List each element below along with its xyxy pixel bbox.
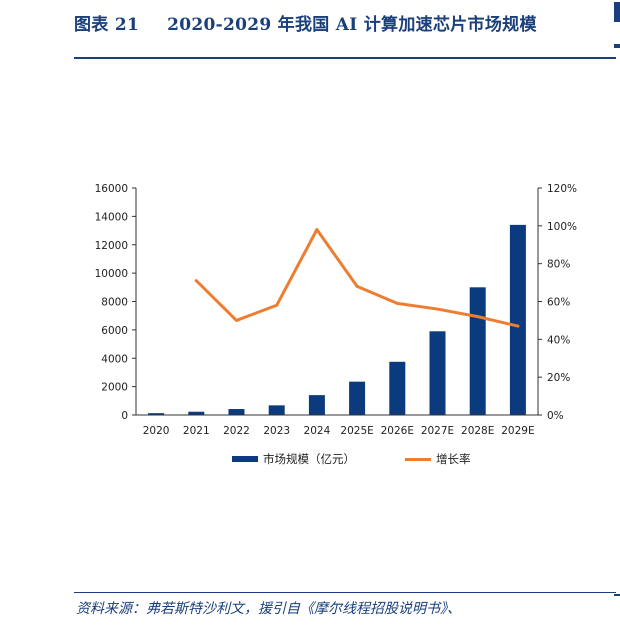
x-axis: 2020 2021 2022 2023 2024 2025E 2026E 2027E 2028E… xyxy=(136,414,538,437)
x-tick-label: 2021 xyxy=(183,425,210,437)
title-divider xyxy=(74,57,616,59)
bar xyxy=(429,331,446,415)
growth-point xyxy=(355,284,359,288)
source-note: 资料来源：弗若斯特沙利文，援引自《摩尔线程招股说明书》、 xyxy=(76,601,461,617)
left-tick-label: 14000 xyxy=(95,211,128,223)
left-tick-label: 10000 xyxy=(95,268,128,280)
bar-series xyxy=(148,224,526,415)
left-tick-label: 16000 xyxy=(95,183,128,195)
x-tick-label: 2028E xyxy=(461,425,494,437)
chart-legend: 市场规模（亿元） 增长率 xyxy=(232,451,471,467)
right-tick-label: 100% xyxy=(547,221,577,233)
bar xyxy=(228,409,245,415)
bar xyxy=(308,395,325,415)
bar xyxy=(509,224,526,415)
bar xyxy=(349,381,366,415)
legend-swatch-line xyxy=(405,457,431,461)
x-tick-label: 2026E xyxy=(381,425,414,437)
left-tick-label: 0 xyxy=(121,410,128,422)
left-tick-label: 12000 xyxy=(95,240,128,252)
left-tick-label: 2000 xyxy=(101,382,128,394)
legend-swatch-bar xyxy=(232,456,258,462)
left-tick-label: 4000 xyxy=(101,353,128,365)
growth-point xyxy=(235,318,238,322)
growth-point xyxy=(516,324,520,328)
left-axis: 0 2000 4000 6000 8000 10000 12000 14000 16000 xyxy=(95,183,137,422)
x-tick-label: 2022 xyxy=(223,425,250,437)
x-tick-label: 2020 xyxy=(143,425,170,437)
growth-point xyxy=(275,303,279,307)
x-tick-label: 2023 xyxy=(263,425,290,437)
x-tick-label: 2024 xyxy=(304,425,331,437)
bar xyxy=(469,287,486,415)
right-tick-label: 20% xyxy=(547,372,570,384)
bar xyxy=(268,405,285,415)
x-tick-label: 2027E xyxy=(421,425,454,437)
right-axis: 0% 20% 40% 60% 80% 100% 120% xyxy=(537,183,577,422)
figure-title-text: 2020-2029 年我国 AI 计算加速芯片市场规模 xyxy=(167,15,537,35)
right-tick-label: 120% xyxy=(547,183,577,195)
bar xyxy=(148,413,165,415)
bar xyxy=(389,361,406,415)
x-tick-label: 2029E xyxy=(501,425,534,437)
bar xyxy=(188,411,205,415)
right-tick-label: 80% xyxy=(547,259,570,271)
footer-divider xyxy=(74,592,616,593)
growth-point xyxy=(436,307,439,311)
left-tick-label: 6000 xyxy=(101,325,128,337)
figure-title: 图表 21 2020-2029 年我国 AI 计算加速芯片市场规模 xyxy=(74,10,614,35)
edge-marker-mid xyxy=(614,44,620,48)
edge-marker-bottom xyxy=(614,594,620,596)
legend-label-growth-rate: 增长率 xyxy=(436,452,471,466)
growth-line-series xyxy=(194,228,520,328)
right-tick-label: 0% xyxy=(547,410,564,422)
left-tick-label: 8000 xyxy=(101,297,128,309)
growth-line xyxy=(194,228,520,328)
right-tick-label: 40% xyxy=(547,334,570,346)
figure-number: 图表 21 xyxy=(74,15,140,35)
growth-point xyxy=(194,279,198,283)
growth-point xyxy=(315,228,319,232)
legend-label-market-size: 市场规模（亿元） xyxy=(263,452,355,466)
growth-point xyxy=(395,301,399,305)
right-tick-label: 60% xyxy=(547,297,570,309)
edge-marker-top xyxy=(614,2,620,22)
x-tick-label: 2025E xyxy=(340,425,373,437)
growth-point xyxy=(476,315,480,319)
